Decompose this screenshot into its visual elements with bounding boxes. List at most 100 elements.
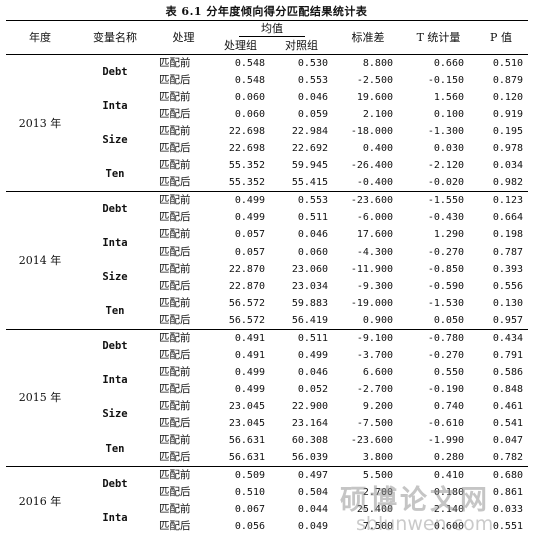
t-stat-cell: 0.100 (433, 109, 464, 121)
variable-cell: Inta (102, 374, 128, 387)
treated-mean-cell: 0.509 (211, 466, 270, 485)
bias-cell: -26.400 (350, 160, 393, 172)
treated-mean-cell: 0.491 (234, 349, 265, 361)
p-value-cell: 0.556 (492, 280, 523, 292)
t-stat-cell: -1.300 (427, 126, 464, 138)
bias-cell: 5.500 (333, 466, 403, 485)
control-mean-cell: 55.415 (291, 177, 328, 189)
p-value-cell: 0.782 (492, 452, 523, 464)
control-mean-cell: 0.052 (297, 383, 328, 395)
p-value-cell: 0.034 (492, 160, 523, 172)
variable-cell: Debt (74, 328, 156, 364)
p-value-cell: 0.664 (492, 212, 523, 224)
treated-mean-cell: 22.870 (228, 280, 265, 292)
bias-cell: 0.400 (362, 143, 393, 155)
t-stat-cell: -0.590 (427, 280, 464, 292)
t-stat-cell: 2.140 (433, 504, 464, 516)
variable-cell: Debt (74, 191, 156, 227)
p-value-cell: 0.848 (492, 383, 523, 395)
p-value-cell: 0.861 (492, 487, 523, 499)
p-value-cell: 0.978 (492, 143, 523, 155)
control-mean-cell: 0.504 (297, 487, 328, 499)
variable-cell: Size (102, 133, 128, 146)
match-state-cell: 匹配前 (159, 503, 191, 516)
treated-mean-cell: 0.060 (234, 92, 265, 104)
table-row: Size 匹配前 23.045 22.900 9.200 0.740 0.461 (6, 398, 528, 421)
treated-mean-cell: 56.631 (228, 435, 265, 447)
control-mean-cell: 56.039 (291, 452, 328, 464)
variable-cell: Ten (105, 442, 125, 455)
treated-mean-cell: 55.352 (228, 160, 265, 172)
treated-mean-cell: 0.499 (234, 212, 265, 224)
bias-cell: -23.600 (333, 191, 403, 210)
match-state-cell: 匹配前 (156, 191, 211, 210)
t-stat-cell: -0.850 (427, 263, 464, 275)
table-row: Size 匹配前 22.698 22.984 -18.000 -1.300 0.195 (6, 123, 528, 146)
variable-cell: Inta (102, 511, 128, 524)
treated-mean-cell: 0.499 (234, 366, 265, 378)
variable-cell: Ten (105, 167, 125, 180)
treated-mean-cell: 0.548 (234, 58, 265, 70)
bias-cell: -7.500 (356, 418, 393, 429)
treated-mean-cell: 0.491 (211, 328, 270, 347)
table-row: 匹配后 0.057 0.060 -4.300 -0.270 0.787 (6, 244, 528, 261)
control-mean-cell: 56.419 (291, 314, 328, 326)
variable-cell: Inta (102, 99, 128, 112)
control-mean-cell: 23.164 (291, 418, 328, 429)
variable-cell: Inta (102, 237, 128, 250)
match-state-cell: 匹配前 (159, 365, 191, 378)
match-state-cell: 匹配前 (156, 328, 211, 347)
table-row: 匹配后 0.548 0.553 -2.500 -0.150 0.879 (6, 72, 528, 89)
year-cell: 2014 年 (6, 191, 74, 330)
p-value-cell: 0.791 (492, 349, 523, 361)
p-value-cell: 0.586 (492, 366, 523, 378)
table-row: 匹配后 0.060 0.059 2.100 0.100 0.919 (6, 106, 528, 123)
p-value-cell: 0.787 (492, 246, 523, 258)
treated-mean-cell: 56.572 (228, 297, 265, 309)
t-stat-cell: 0.180 (433, 487, 464, 499)
bias-cell: 0.900 (362, 314, 393, 326)
control-mean-cell: 59.945 (291, 160, 328, 172)
control-mean-cell: 0.044 (297, 504, 328, 516)
control-mean-cell: 0.046 (297, 229, 328, 241)
p-value-cell: 0.123 (474, 191, 528, 210)
t-stat-cell: -0.270 (427, 246, 464, 258)
bias-cell: -6.000 (356, 212, 393, 224)
table-row: 匹配后 22.698 22.692 0.400 0.030 0.978 (6, 140, 528, 157)
table-row: 匹配后 22.870 23.034 -9.300 -0.590 0.556 (6, 278, 528, 295)
control-mean-cell: 23.060 (291, 263, 328, 275)
t-stat-cell: 0.600 (433, 521, 464, 533)
bias-cell: -23.600 (350, 435, 393, 447)
bias-cell: 6.600 (362, 366, 393, 378)
p-value-cell: 0.957 (492, 314, 523, 326)
t-stat-cell: 0.550 (433, 366, 464, 378)
p-value-cell: 0.541 (492, 418, 523, 429)
treated-mean-cell: 55.352 (228, 177, 265, 189)
header-treated-group: 处理组 (224, 39, 257, 52)
match-state-cell: 匹配前 (159, 399, 191, 412)
year-cell: 2015 年 (6, 328, 74, 467)
variable-cell: Size (102, 271, 128, 284)
t-stat-cell: 1.560 (433, 92, 464, 104)
p-value-cell: 0.982 (492, 177, 523, 189)
treated-mean-cell: 0.510 (234, 487, 265, 499)
match-state-cell: 匹配后 (159, 176, 191, 189)
p-value-cell: 0.120 (492, 92, 523, 104)
table-row: 2014 年 Debt 匹配前 0.499 0.553 -23.600 -1.550 0.12… (6, 191, 528, 330)
bias-cell: 7.500 (362, 521, 393, 533)
table-row: 匹配后 56.572 56.419 0.900 0.050 0.957 (6, 312, 528, 330)
t-stat-cell: 0.030 (433, 143, 464, 155)
bias-cell: 2.100 (362, 109, 393, 121)
bias-cell: 9.200 (362, 400, 393, 412)
control-mean-cell: 0.499 (297, 349, 328, 361)
control-mean-cell: 0.046 (297, 92, 328, 104)
year-cell: 2013 年 (18, 116, 62, 130)
bias-cell: -4.300 (356, 246, 393, 258)
variable-cell: Ten (105, 305, 125, 318)
treated-mean-cell: 22.698 (228, 126, 265, 138)
p-value-cell: 0.680 (474, 466, 528, 485)
t-stat-cell: 0.740 (433, 400, 464, 412)
treated-mean-cell: 56.572 (228, 314, 265, 326)
t-stat-cell: 0.050 (433, 314, 464, 326)
match-state-cell: 匹配后 (159, 279, 191, 292)
